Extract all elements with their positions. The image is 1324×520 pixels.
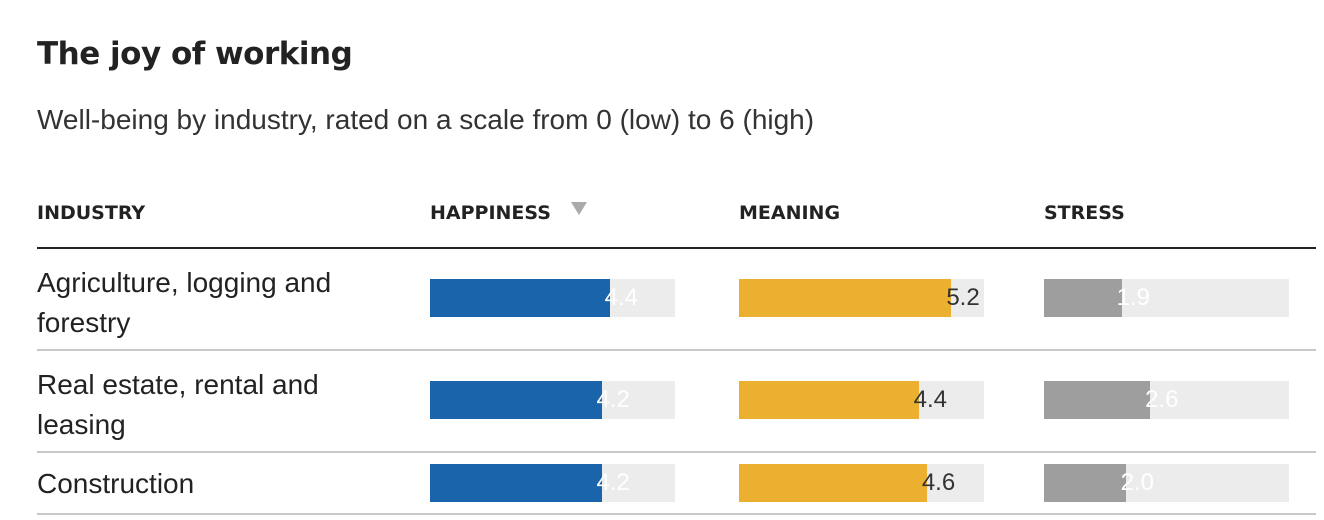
stress-bar-track: 2.0 [1044, 464, 1289, 502]
column-header-meaning[interactable]: MEANING [739, 202, 840, 224]
stress-bar [1044, 279, 1122, 317]
meaning-bar [739, 464, 927, 502]
happiness-value-label: 4.2 [596, 469, 630, 496]
industry-name: Construction [37, 468, 195, 499]
wellbeing-table: INDUSTRY HAPPINESS MEANING STRESS Agricu… [37, 196, 1316, 515]
stress-value-label: 1.9 [1116, 284, 1150, 311]
chart-subtitle: Well-being by industry, rated on a scale… [37, 104, 815, 135]
meaning-value-label: 4.4 [913, 386, 948, 413]
table-header-row: INDUSTRY HAPPINESS MEANING STRESS [37, 196, 1316, 249]
column-header-stress-label: STRESS [1044, 202, 1125, 224]
table-row: Real estate, rental and leasing 4.2 4.4 2.6 [37, 351, 1316, 453]
column-header-stress[interactable]: STRESS [1044, 202, 1125, 224]
happiness-value-label: 4.2 [596, 386, 630, 413]
happiness-bar [430, 381, 602, 419]
meaning-bar [739, 279, 952, 317]
stress-bar-track: 1.9 [1044, 279, 1289, 317]
sort-descending-icon[interactable] [570, 201, 587, 215]
stress-value-label: 2.0 [1120, 469, 1155, 496]
column-header-happiness[interactable]: HAPPINESS [430, 201, 587, 224]
column-header-meaning-label: MEANING [739, 202, 841, 224]
industry-name: Agriculture, logging and forestry [37, 267, 332, 338]
column-header-industry[interactable]: INDUSTRY [37, 202, 145, 224]
happiness-bar [430, 464, 602, 502]
happiness-value-label: 4.4 [604, 284, 639, 311]
happiness-bar-track: 4.4 [430, 279, 675, 317]
happiness-bar-track: 4.2 [430, 381, 675, 419]
chart-title: The joy of working [37, 36, 353, 72]
meaning-value-label: 4.6 [921, 469, 956, 496]
stress-bar-track: 2.6 [1044, 381, 1289, 419]
stress-bar [1044, 381, 1151, 419]
meaning-bar-track: 4.4 [739, 381, 984, 419]
happiness-bar-track: 4.2 [430, 464, 675, 502]
industry-name: Real estate, rental and leasing [37, 369, 319, 440]
column-header-happiness-label: HAPPINESS [430, 202, 551, 224]
meaning-bar-track: 4.6 [739, 464, 984, 502]
table-row: Construction 4.2 4.6 2.0 [37, 453, 1316, 515]
meaning-bar-track: 5.2 [739, 279, 984, 317]
stress-value-label: 2.6 [1145, 386, 1179, 413]
happiness-bar [430, 279, 610, 317]
meaning-bar [739, 381, 919, 419]
table-body: Agriculture, logging and forestry 4.4 5.2 1… [37, 249, 1316, 515]
column-header-industry-label: INDUSTRY [37, 202, 146, 224]
meaning-value-label: 5.2 [946, 284, 980, 311]
table-row: Agriculture, logging and forestry 4.4 5.2 1… [37, 249, 1316, 351]
stress-bar [1044, 464, 1126, 502]
